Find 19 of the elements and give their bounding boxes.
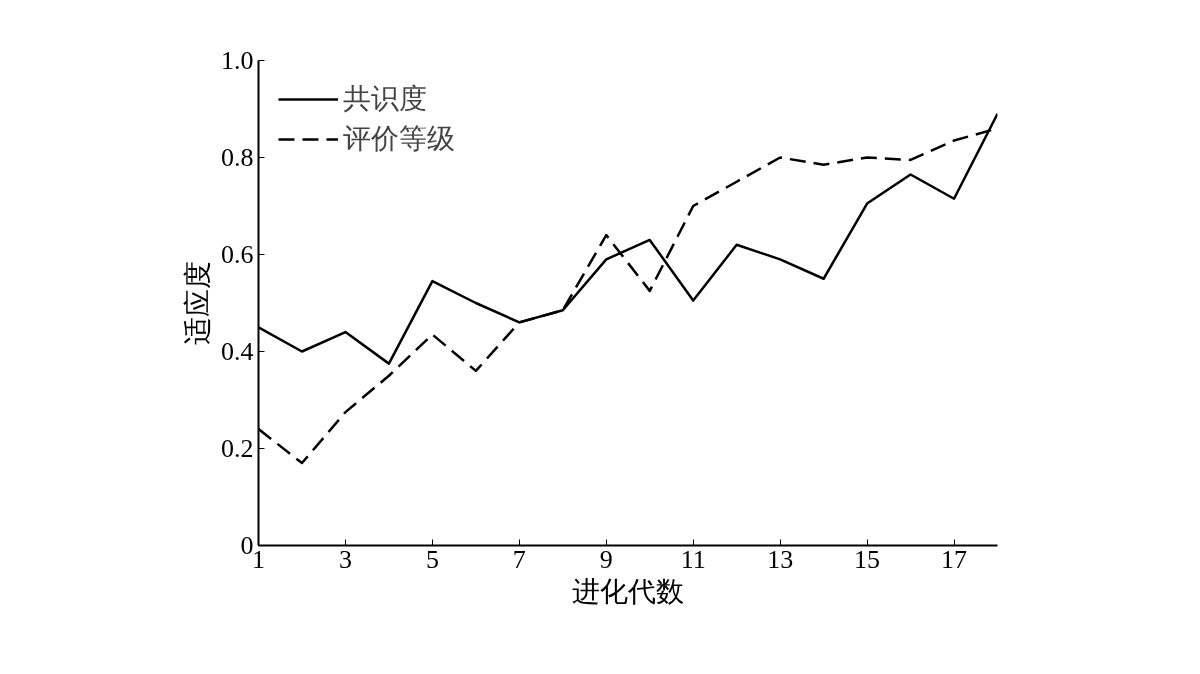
y-tick-label: 0.4 [221,337,254,366]
x-tick-label: 11 [680,544,706,574]
legend-label: 共识度 [343,82,427,116]
x-tick-label: 7 [512,544,526,574]
x-tick-label: 9 [599,544,613,574]
y-tick-label: 1.0 [221,46,254,75]
y-tick-label: 0.6 [221,240,254,269]
x-tick-label: 3 [338,544,352,574]
x-tick-label: 5 [425,544,439,574]
x-axis-title: 进化代数 [572,575,684,607]
x-tick-label: 13 [767,544,794,574]
x-tick-label: 15 [854,544,881,574]
legend-label: 评价等级 [343,122,455,156]
y-tick-label: 0.8 [221,143,254,172]
y-tick-label: 0.2 [221,434,254,463]
x-tick-label: 1 [252,544,265,574]
x-tick-label: 17 [941,544,968,574]
y-tick-label: 0 [240,531,254,560]
y-axis-title: 适应度 [182,261,213,345]
